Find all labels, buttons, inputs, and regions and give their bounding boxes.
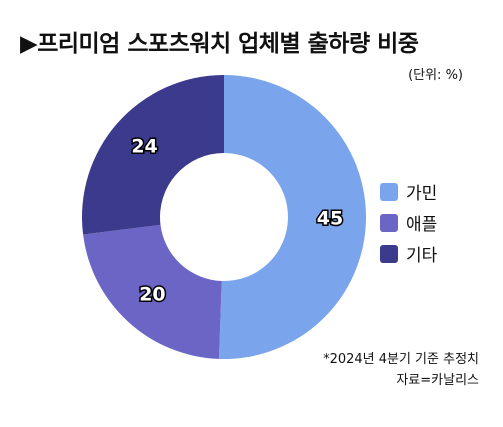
slice-label-apple: 20 bbox=[139, 284, 165, 306]
footnote-estimate: *2024년 4분기 기준 추정치 bbox=[323, 352, 479, 367]
legend-item-apple: 애플 bbox=[380, 207, 437, 238]
slice-garmin bbox=[218, 75, 367, 359]
slice-label-other: 24 bbox=[131, 135, 157, 157]
legend-label-garmin: 가민 bbox=[406, 184, 438, 204]
legend-swatch-other bbox=[380, 244, 398, 263]
legend-item-garmin: 가민 bbox=[380, 176, 437, 207]
slice-other bbox=[82, 75, 224, 235]
unit-label: (단위: %) bbox=[408, 68, 463, 83]
legend-item-other: 기타 bbox=[380, 238, 437, 269]
slice-apple bbox=[83, 224, 222, 359]
legend-label-apple: 애플 bbox=[406, 215, 438, 235]
chart-title: ▶프리미엄 스포츠워치 업체별 출하량 비중 bbox=[20, 31, 419, 57]
chart-legend: 가민 애플 기타 bbox=[380, 176, 437, 269]
slice-label-garmin: 45 bbox=[317, 207, 343, 229]
legend-swatch-apple bbox=[380, 213, 398, 232]
footnote-source: 자료=카날리스 bbox=[396, 373, 479, 388]
legend-label-other: 기타 bbox=[406, 246, 438, 266]
legend-swatch-garmin bbox=[380, 182, 398, 201]
